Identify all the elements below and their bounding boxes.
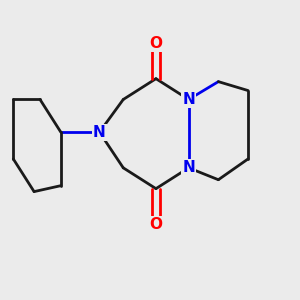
- Text: N: N: [93, 125, 106, 140]
- Text: O: O: [149, 217, 162, 232]
- Text: N: N: [182, 92, 195, 107]
- Text: N: N: [182, 160, 195, 175]
- Text: O: O: [149, 35, 162, 50]
